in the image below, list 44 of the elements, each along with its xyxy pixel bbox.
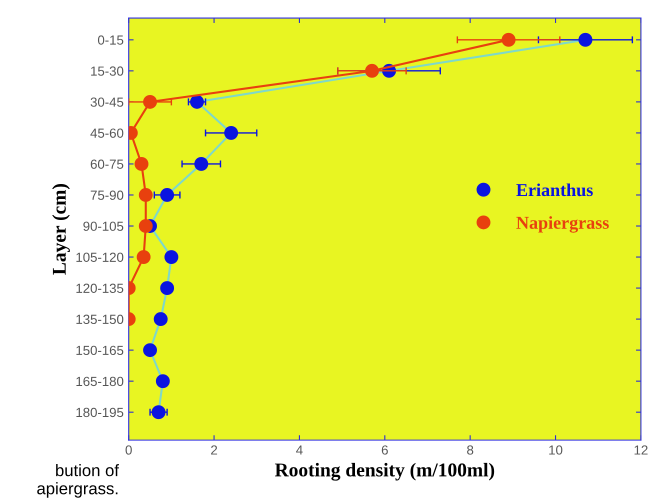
point xyxy=(194,157,208,171)
x-tick-label: 8 xyxy=(467,445,474,455)
point xyxy=(365,64,379,78)
text: apiergrass. xyxy=(37,482,118,498)
y-axis-title: Layer (cm) xyxy=(52,184,70,275)
point xyxy=(154,312,168,326)
x-tick-label: 6 xyxy=(382,445,388,455)
y-tick-label: 165-180 xyxy=(76,376,124,386)
x-tick-label: 10 xyxy=(549,445,562,455)
point xyxy=(190,94,204,109)
x-tick-label: 4 xyxy=(296,445,303,455)
point xyxy=(156,374,170,388)
point xyxy=(143,343,157,358)
point xyxy=(578,32,592,47)
y-tick-label: 45-60 xyxy=(90,128,124,138)
point xyxy=(138,219,153,233)
x-tick-label: 0 xyxy=(126,445,132,455)
legend-label: Napiergrass xyxy=(516,216,609,233)
y-tick-label: 75-90 xyxy=(90,190,124,200)
y-tick-label: 120-135 xyxy=(76,284,124,293)
legend-label: Erianthus xyxy=(516,183,593,196)
y-tick-label: 135-150 xyxy=(76,314,124,324)
point xyxy=(160,281,174,296)
y-tick-label: 30-45 xyxy=(90,97,124,107)
point xyxy=(164,250,178,264)
x-axis-title: Rooting density (m/100ml) xyxy=(274,462,494,481)
y-tick-label: 15-30 xyxy=(91,66,124,76)
point xyxy=(143,94,157,109)
point xyxy=(224,126,238,140)
x-tick-label: 12 xyxy=(634,445,648,455)
point xyxy=(502,32,516,47)
point xyxy=(136,250,151,264)
x-tick-label: 2 xyxy=(211,445,218,455)
point xyxy=(152,405,166,420)
y-tick-label: 90-105 xyxy=(83,222,124,231)
y-tick-label: 180-195 xyxy=(76,408,124,418)
y-tick-label: 0-15 xyxy=(98,35,124,45)
y-tick-label: 105-120 xyxy=(76,252,124,262)
point xyxy=(138,188,153,202)
y-tick-label: 150-165 xyxy=(76,346,124,356)
point xyxy=(134,157,148,171)
point xyxy=(160,188,174,202)
y-tick-label: 60-75 xyxy=(90,160,124,169)
text: bution of xyxy=(56,464,119,476)
